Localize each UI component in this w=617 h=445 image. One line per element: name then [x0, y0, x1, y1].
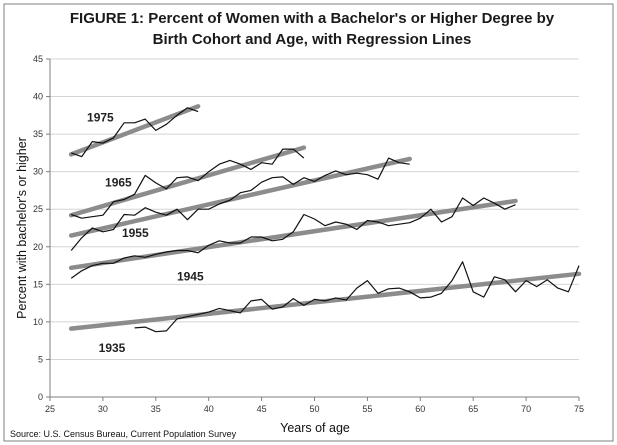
series-line-1955 — [70, 157, 410, 251]
cohort-labels: 1975 1965 1955 1945 1935 — [87, 110, 204, 355]
data-lines — [70, 107, 580, 333]
y-tick-label: 30 — [33, 167, 43, 177]
y-tick-label: 40 — [33, 92, 43, 102]
y-axis-label: Percent with bachelor's or higher — [15, 137, 29, 319]
x-tick-label: 25 — [45, 404, 55, 414]
regression-line-1945 — [68, 198, 518, 271]
y-tick-label: 15 — [33, 279, 43, 289]
x-tick-label: 45 — [257, 404, 267, 414]
regression-line-1975 — [68, 104, 201, 157]
cohort-label-1945: 1945 — [177, 270, 204, 284]
cohort-label-1955: 1955 — [122, 226, 149, 240]
x-tick-label: 60 — [415, 404, 425, 414]
x-tick-label: 50 — [309, 404, 319, 414]
y-tick-label: 35 — [33, 129, 43, 139]
series-line-1975 — [71, 107, 199, 158]
x-tick-label: 55 — [362, 404, 372, 414]
axes: 0 5 10 15 20 25 30 35 40 45 25 30 35 40 45 50 55 60 65 70 75 — [33, 54, 584, 414]
chart-title-line-2: Birth Cohort and Age, with Regression Li… — [153, 31, 472, 48]
y-tick-label: 10 — [33, 317, 43, 327]
x-tick-label: 40 — [204, 404, 214, 414]
y-tick-label: 20 — [33, 242, 43, 252]
chart-frame — [3, 3, 614, 442]
y-tick-label: 25 — [33, 204, 43, 214]
cohort-label-1935: 1935 — [99, 341, 126, 355]
y-tick-label: 5 — [38, 354, 43, 364]
x-tick-label: 35 — [151, 404, 161, 414]
x-tick-label: 75 — [574, 404, 584, 414]
cohort-label-1965: 1965 — [105, 176, 132, 190]
x-tick-label: 30 — [98, 404, 108, 414]
source-note: Source: U.S. Census Bureau, Current Popu… — [10, 429, 237, 439]
y-tick-label: 0 — [38, 392, 43, 402]
regression-line-1965 — [68, 145, 307, 218]
series-line-1935 — [134, 261, 580, 333]
x-tick-label: 65 — [468, 404, 478, 414]
regression-line-1955 — [68, 156, 412, 238]
chart-title-line-1: FIGURE 1: Percent of Women with a Bachel… — [70, 10, 555, 27]
x-axis-label: Years of age — [280, 421, 350, 435]
x-tick-label: 70 — [521, 404, 531, 414]
series-line-1965 — [71, 148, 305, 219]
y-tick-label: 45 — [33, 54, 43, 64]
series-line-1945 — [70, 197, 516, 279]
cohort-label-1975: 1975 — [87, 110, 114, 124]
